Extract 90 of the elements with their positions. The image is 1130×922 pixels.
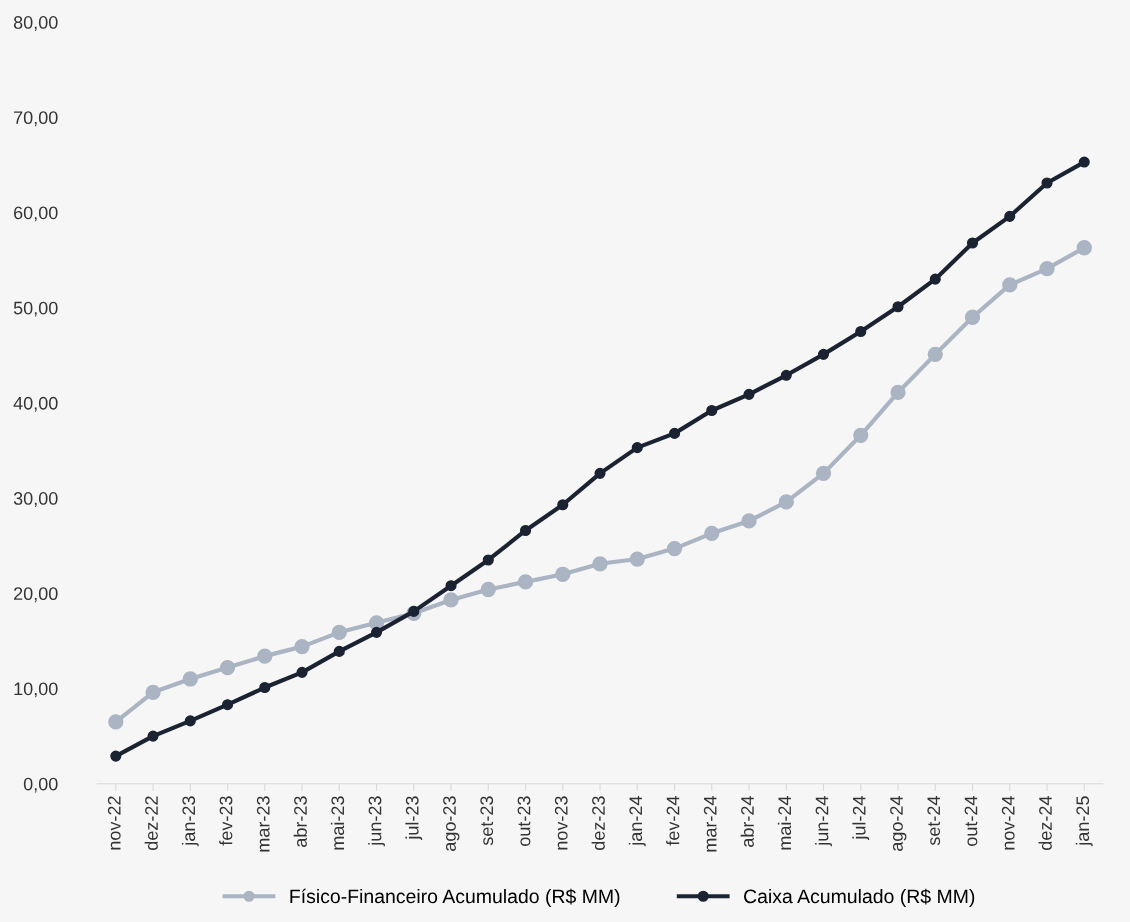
- point: [629, 551, 645, 567]
- y-tick-label: 0,00: [23, 777, 58, 793]
- x-tick-label: mai-24: [777, 796, 792, 850]
- y-tick-label: 30,00: [13, 492, 58, 507]
- point: [892, 301, 904, 313]
- x-tick-label: abr-23: [293, 796, 307, 847]
- x-tick-label: ago-24: [890, 796, 907, 851]
- point: [666, 540, 683, 557]
- x-tick-label: dez-23: [591, 796, 605, 850]
- point: [557, 499, 569, 511]
- y-tick-label: 10,00: [14, 682, 58, 698]
- x-tick-label: jul-24: [852, 796, 870, 841]
- point: [1076, 240, 1092, 256]
- point: [259, 681, 271, 694]
- point: [668, 427, 681, 439]
- point: [1004, 210, 1016, 222]
- point: [853, 427, 869, 443]
- point: [1041, 177, 1053, 189]
- point: [219, 659, 236, 676]
- x-tick-label: out-24: [964, 796, 978, 846]
- point: [964, 309, 981, 325]
- point: [147, 730, 159, 742]
- point: [517, 574, 534, 590]
- x-tick-label: fev-24: [666, 796, 680, 846]
- point: [184, 715, 196, 727]
- x-tick-label: jan-24: [628, 796, 646, 847]
- y-tick-label: 20,00: [14, 587, 58, 603]
- point: [296, 666, 308, 678]
- point: [741, 513, 757, 529]
- x-tick-label: mar-23: [256, 796, 270, 852]
- x-tick-label: set-24: [927, 796, 941, 846]
- point: [370, 626, 383, 638]
- x-tick-label: jan-23: [181, 796, 199, 847]
- point: [108, 714, 124, 730]
- x-tick-label: ago-23: [443, 796, 460, 851]
- point: [743, 388, 755, 400]
- point: [890, 384, 906, 401]
- y-tick-label: 60,00: [14, 206, 58, 222]
- x-tick-label: fev-23: [219, 796, 233, 846]
- legend-label: Caixa Acumulado (R$ MM): [744, 888, 975, 908]
- x-tick-label: dez-22: [144, 796, 158, 850]
- point: [408, 605, 420, 617]
- point: [331, 624, 347, 640]
- point: [257, 648, 273, 664]
- x-tick-label: jul-23: [405, 796, 423, 841]
- point: [1078, 156, 1090, 168]
- point: [855, 325, 867, 338]
- point: [333, 645, 345, 657]
- point: [480, 581, 496, 598]
- point: [631, 442, 643, 454]
- x-tick-label: jun-24: [815, 796, 832, 847]
- point: [817, 348, 830, 360]
- point: [294, 638, 310, 655]
- point: [594, 467, 606, 479]
- x-tick-label: mar-24: [703, 796, 717, 852]
- x-tick-label: mai-23: [330, 796, 345, 850]
- x-tick-label: nov-23: [554, 796, 568, 850]
- point: [592, 556, 608, 572]
- x-tick-label: abr-24: [740, 796, 754, 847]
- point: [1002, 277, 1018, 293]
- point: [221, 699, 234, 711]
- point: [182, 671, 198, 687]
- y-tick-label: 40,00: [13, 396, 58, 412]
- point: [445, 580, 457, 592]
- point: [110, 750, 122, 762]
- x-tick-label: out-23: [517, 796, 531, 846]
- point: [706, 404, 718, 417]
- y-tick-label: 80,00: [13, 16, 58, 31]
- point: [966, 237, 979, 249]
- y-tick-label: 70,00: [14, 111, 58, 127]
- point: [555, 566, 571, 582]
- x-tick-label: nov-22: [107, 796, 121, 850]
- point: [815, 465, 832, 481]
- x-tick-label: jan-25: [1075, 796, 1093, 847]
- legend-label: Físico-Financeiro Acumulado (R$ MM): [290, 888, 620, 908]
- point: [519, 524, 532, 537]
- point: [929, 273, 941, 285]
- x-tick-label: dez-24: [1038, 796, 1052, 850]
- point: [145, 684, 161, 700]
- point: [1039, 261, 1055, 277]
- point: [443, 592, 459, 608]
- point: [780, 369, 792, 381]
- point: [778, 494, 794, 510]
- point: [482, 554, 494, 566]
- x-tick-label: nov-24: [1001, 796, 1015, 850]
- y-tick-label: 50,00: [13, 301, 58, 317]
- point: [704, 525, 720, 541]
- x-tick-label: set-23: [480, 796, 494, 846]
- point: [927, 346, 943, 363]
- x-tick-label: jun-23: [368, 796, 385, 847]
